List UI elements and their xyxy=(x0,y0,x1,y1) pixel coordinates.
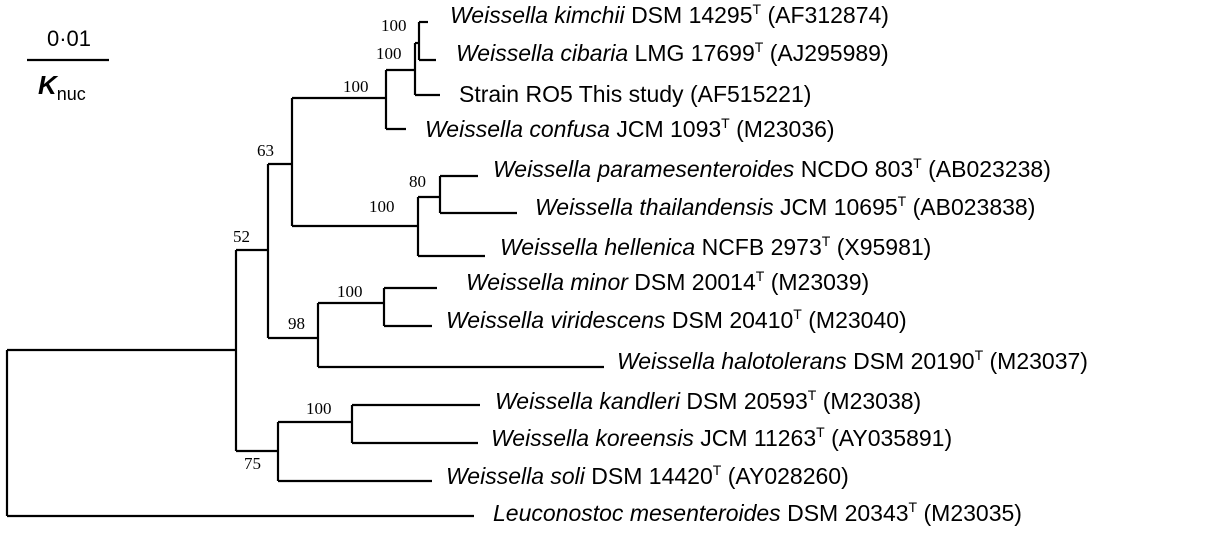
taxon-label-koreensis: Weissella koreensis JCM 11263T (AY035891… xyxy=(491,424,952,451)
bootstrap-minor-viridescens: 100 xyxy=(337,282,363,301)
taxon-labels: Weissella kimchii DSM 14295T (AF312874) … xyxy=(425,1,1088,526)
taxon-label-soli: Weissella soli DSM 14420T (AY028260) xyxy=(446,462,849,489)
scale-subscript: nuc xyxy=(57,84,86,104)
bootstrap-hellenica-clade: 100 xyxy=(369,197,395,216)
taxon-label-thailandensis: Weissella thailandensis JCM 10695T (AB02… xyxy=(535,193,1035,220)
scale-unit: Knuc xyxy=(38,70,86,104)
taxon-label-viridescens: Weissella viridescens DSM 20410T (M23040… xyxy=(446,306,907,333)
bootstrap-kandleri-koreensis: 100 xyxy=(306,399,332,418)
scale-value: 0·01 xyxy=(47,26,91,51)
bootstrap-values: 100 100 100 63 80 100 52 100 98 100 75 xyxy=(233,16,426,473)
bootstrap-kimchii-cibaria-ro5: 100 xyxy=(376,44,402,63)
scale-symbol: K xyxy=(38,70,59,100)
tree-branches xyxy=(5,20,604,518)
taxon-label-confusa: Weissella confusa JCM 1093T (M23036) xyxy=(425,115,835,142)
scale-bar: 0·01 Knuc xyxy=(27,26,109,104)
taxon-label-leuconostoc: Leuconostoc mesenteroides DSM 20343T (M2… xyxy=(493,499,1022,526)
bootstrap-halotolerans-clade: 98 xyxy=(288,314,305,333)
taxon-label-ro5: Strain RO5 This study (AF515221) xyxy=(459,81,811,107)
bootstrap-kimchii-cibaria: 100 xyxy=(381,16,407,35)
bootstrap-para-thai: 80 xyxy=(409,172,426,191)
taxon-label-hellenica: Weissella hellenica NCFB 2973T (X95981) xyxy=(500,233,931,260)
taxon-label-minor: Weissella minor DSM 20014T (M23039) xyxy=(466,268,869,295)
taxon-label-kimchii: Weissella kimchii DSM 14295T (AF312874) xyxy=(450,1,889,28)
bootstrap-ingroup-upper: 52 xyxy=(233,227,250,246)
taxon-label-kandleri: Weissella kandleri DSM 20593T (M23038) xyxy=(495,387,921,414)
bootstrap-outer-upper: 63 xyxy=(257,141,274,160)
taxon-label-halotolerans: Weissella halotolerans DSM 20190T (M2303… xyxy=(617,347,1088,374)
bootstrap-confusa-clade: 100 xyxy=(343,77,369,96)
bootstrap-soli-clade: 75 xyxy=(244,454,261,473)
taxon-label-cibaria: Weissella cibaria LMG 17699T (AJ295989) xyxy=(456,39,889,66)
taxon-label-paramesenteroides: Weissella paramesenteroides NCDO 803T (A… xyxy=(493,155,1051,182)
